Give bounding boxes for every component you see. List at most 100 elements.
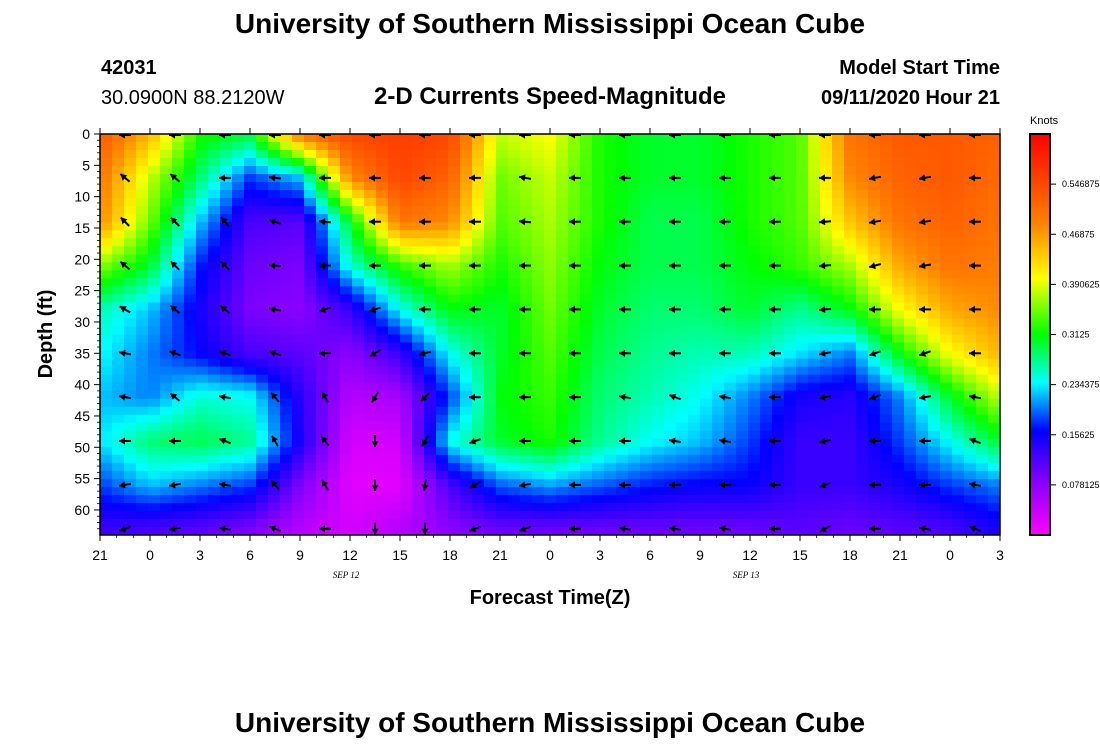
- heatmap-cell: [988, 230, 1000, 239]
- heatmap-cell: [460, 398, 473, 408]
- heatmap-cell: [304, 438, 317, 448]
- heatmap-cell: [796, 358, 809, 368]
- heatmap-cell: [316, 190, 329, 199]
- heatmap-cell: [748, 158, 761, 167]
- heatmap-cell: [880, 494, 893, 504]
- heatmap-cell: [268, 246, 281, 255]
- heatmap-cell: [772, 446, 785, 456]
- heatmap-cell: [484, 262, 497, 271]
- heatmap-cell: [232, 230, 245, 239]
- heatmap-cell: [352, 470, 365, 480]
- heatmap-cell: [616, 438, 629, 448]
- heatmap-cell: [880, 158, 893, 167]
- heatmap-cell: [100, 518, 113, 528]
- heatmap-cell: [244, 446, 257, 456]
- heatmap-cell: [892, 174, 905, 183]
- heatmap-cell: [136, 270, 149, 279]
- current-vector-arrow: [918, 218, 932, 226]
- heatmap-cell: [616, 294, 629, 304]
- heatmap-cell: [388, 166, 401, 175]
- heatmap-cell: [844, 238, 857, 247]
- heatmap-cell: [484, 398, 497, 408]
- heatmap-cell: [628, 462, 641, 472]
- heatmap-cell: [712, 326, 725, 336]
- current-vector-arrow: [169, 437, 181, 445]
- current-vector-arrow: [569, 262, 581, 270]
- heatmap-cell: [772, 294, 785, 304]
- heatmap-cell: [484, 286, 497, 295]
- heatmap-cell: [592, 190, 605, 199]
- current-vector-arrow: [518, 174, 532, 182]
- heatmap-cell: [532, 478, 545, 488]
- heatmap-cell: [868, 310, 881, 320]
- heatmap-cell: [988, 486, 1000, 496]
- heatmap-cell: [496, 358, 509, 368]
- colorbar-unit: Knots: [1030, 115, 1059, 127]
- heatmap-cell: [964, 238, 977, 247]
- heatmap-cell: [556, 510, 569, 520]
- current-vector-arrow: [369, 262, 381, 270]
- heatmap-cell: [628, 358, 641, 368]
- heatmap-cell: [736, 134, 749, 143]
- heatmap-cell: [856, 230, 869, 239]
- heatmap-cell: [100, 134, 113, 143]
- heatmap-cell: [904, 294, 917, 304]
- heatmap-cell: [268, 382, 281, 392]
- heatmap-cell: [532, 350, 545, 360]
- heatmap-cell: [508, 398, 521, 408]
- heatmap-cell: [688, 278, 701, 287]
- heatmap-cell: [892, 238, 905, 247]
- heatmap-cell: [736, 222, 749, 231]
- heatmap-cell: [904, 150, 917, 159]
- current-vector-arrow: [569, 134, 581, 139]
- heatmap-cell: [904, 510, 917, 520]
- heatmap-cell: [616, 502, 629, 512]
- heatmap-cell: [508, 262, 521, 271]
- heatmap-cell: [100, 430, 113, 440]
- heatmap-cell: [388, 510, 401, 520]
- heatmap-cell: [232, 150, 245, 159]
- heatmap-cell: [436, 278, 449, 287]
- heatmap-cell: [868, 414, 881, 424]
- heatmap-cell: [712, 142, 725, 151]
- heatmap-cell: [652, 502, 665, 512]
- heatmap-cell: [172, 526, 185, 535]
- heatmap-cell: [760, 342, 773, 352]
- heatmap-cell: [244, 278, 257, 287]
- heatmap-cell: [520, 206, 533, 215]
- heatmap-cell: [580, 310, 593, 320]
- heatmap-cell: [124, 462, 137, 472]
- heatmap-cell: [976, 454, 989, 464]
- current-vector-arrow: [818, 349, 832, 357]
- heatmap-cell: [280, 190, 293, 199]
- heatmap-cell: [724, 206, 737, 215]
- heatmap-cell: [292, 302, 305, 312]
- heatmap-cell: [676, 190, 689, 199]
- heatmap-cell: [928, 262, 941, 271]
- heatmap-cell: [724, 438, 737, 448]
- heatmap-cell: [796, 278, 809, 287]
- heatmap-cell: [652, 318, 665, 328]
- heatmap-cell: [724, 182, 737, 191]
- heatmap-cell: [148, 462, 161, 472]
- heatmap-cell: [280, 526, 293, 535]
- heatmap-cell: [664, 398, 677, 408]
- heatmap-cell: [832, 286, 845, 295]
- heatmap-cell: [736, 158, 749, 167]
- heatmap-cell: [580, 526, 593, 535]
- heatmap-cell: [136, 214, 149, 223]
- heatmap-cell: [220, 294, 233, 304]
- heatmap-cell: [628, 486, 641, 496]
- heatmap-cell: [424, 454, 437, 464]
- heatmap-cell: [172, 318, 185, 328]
- heatmap-cell: [100, 326, 113, 336]
- heatmap-cell: [916, 182, 929, 191]
- heatmap-cell: [196, 374, 209, 384]
- heatmap-cell: [520, 238, 533, 247]
- heatmap-cell: [328, 270, 341, 279]
- y-tick-label: 10: [74, 189, 90, 205]
- heatmap-cell: [232, 278, 245, 287]
- heatmap-cell: [724, 446, 737, 456]
- heatmap-cell: [676, 382, 689, 392]
- heatmap-cell: [520, 158, 533, 167]
